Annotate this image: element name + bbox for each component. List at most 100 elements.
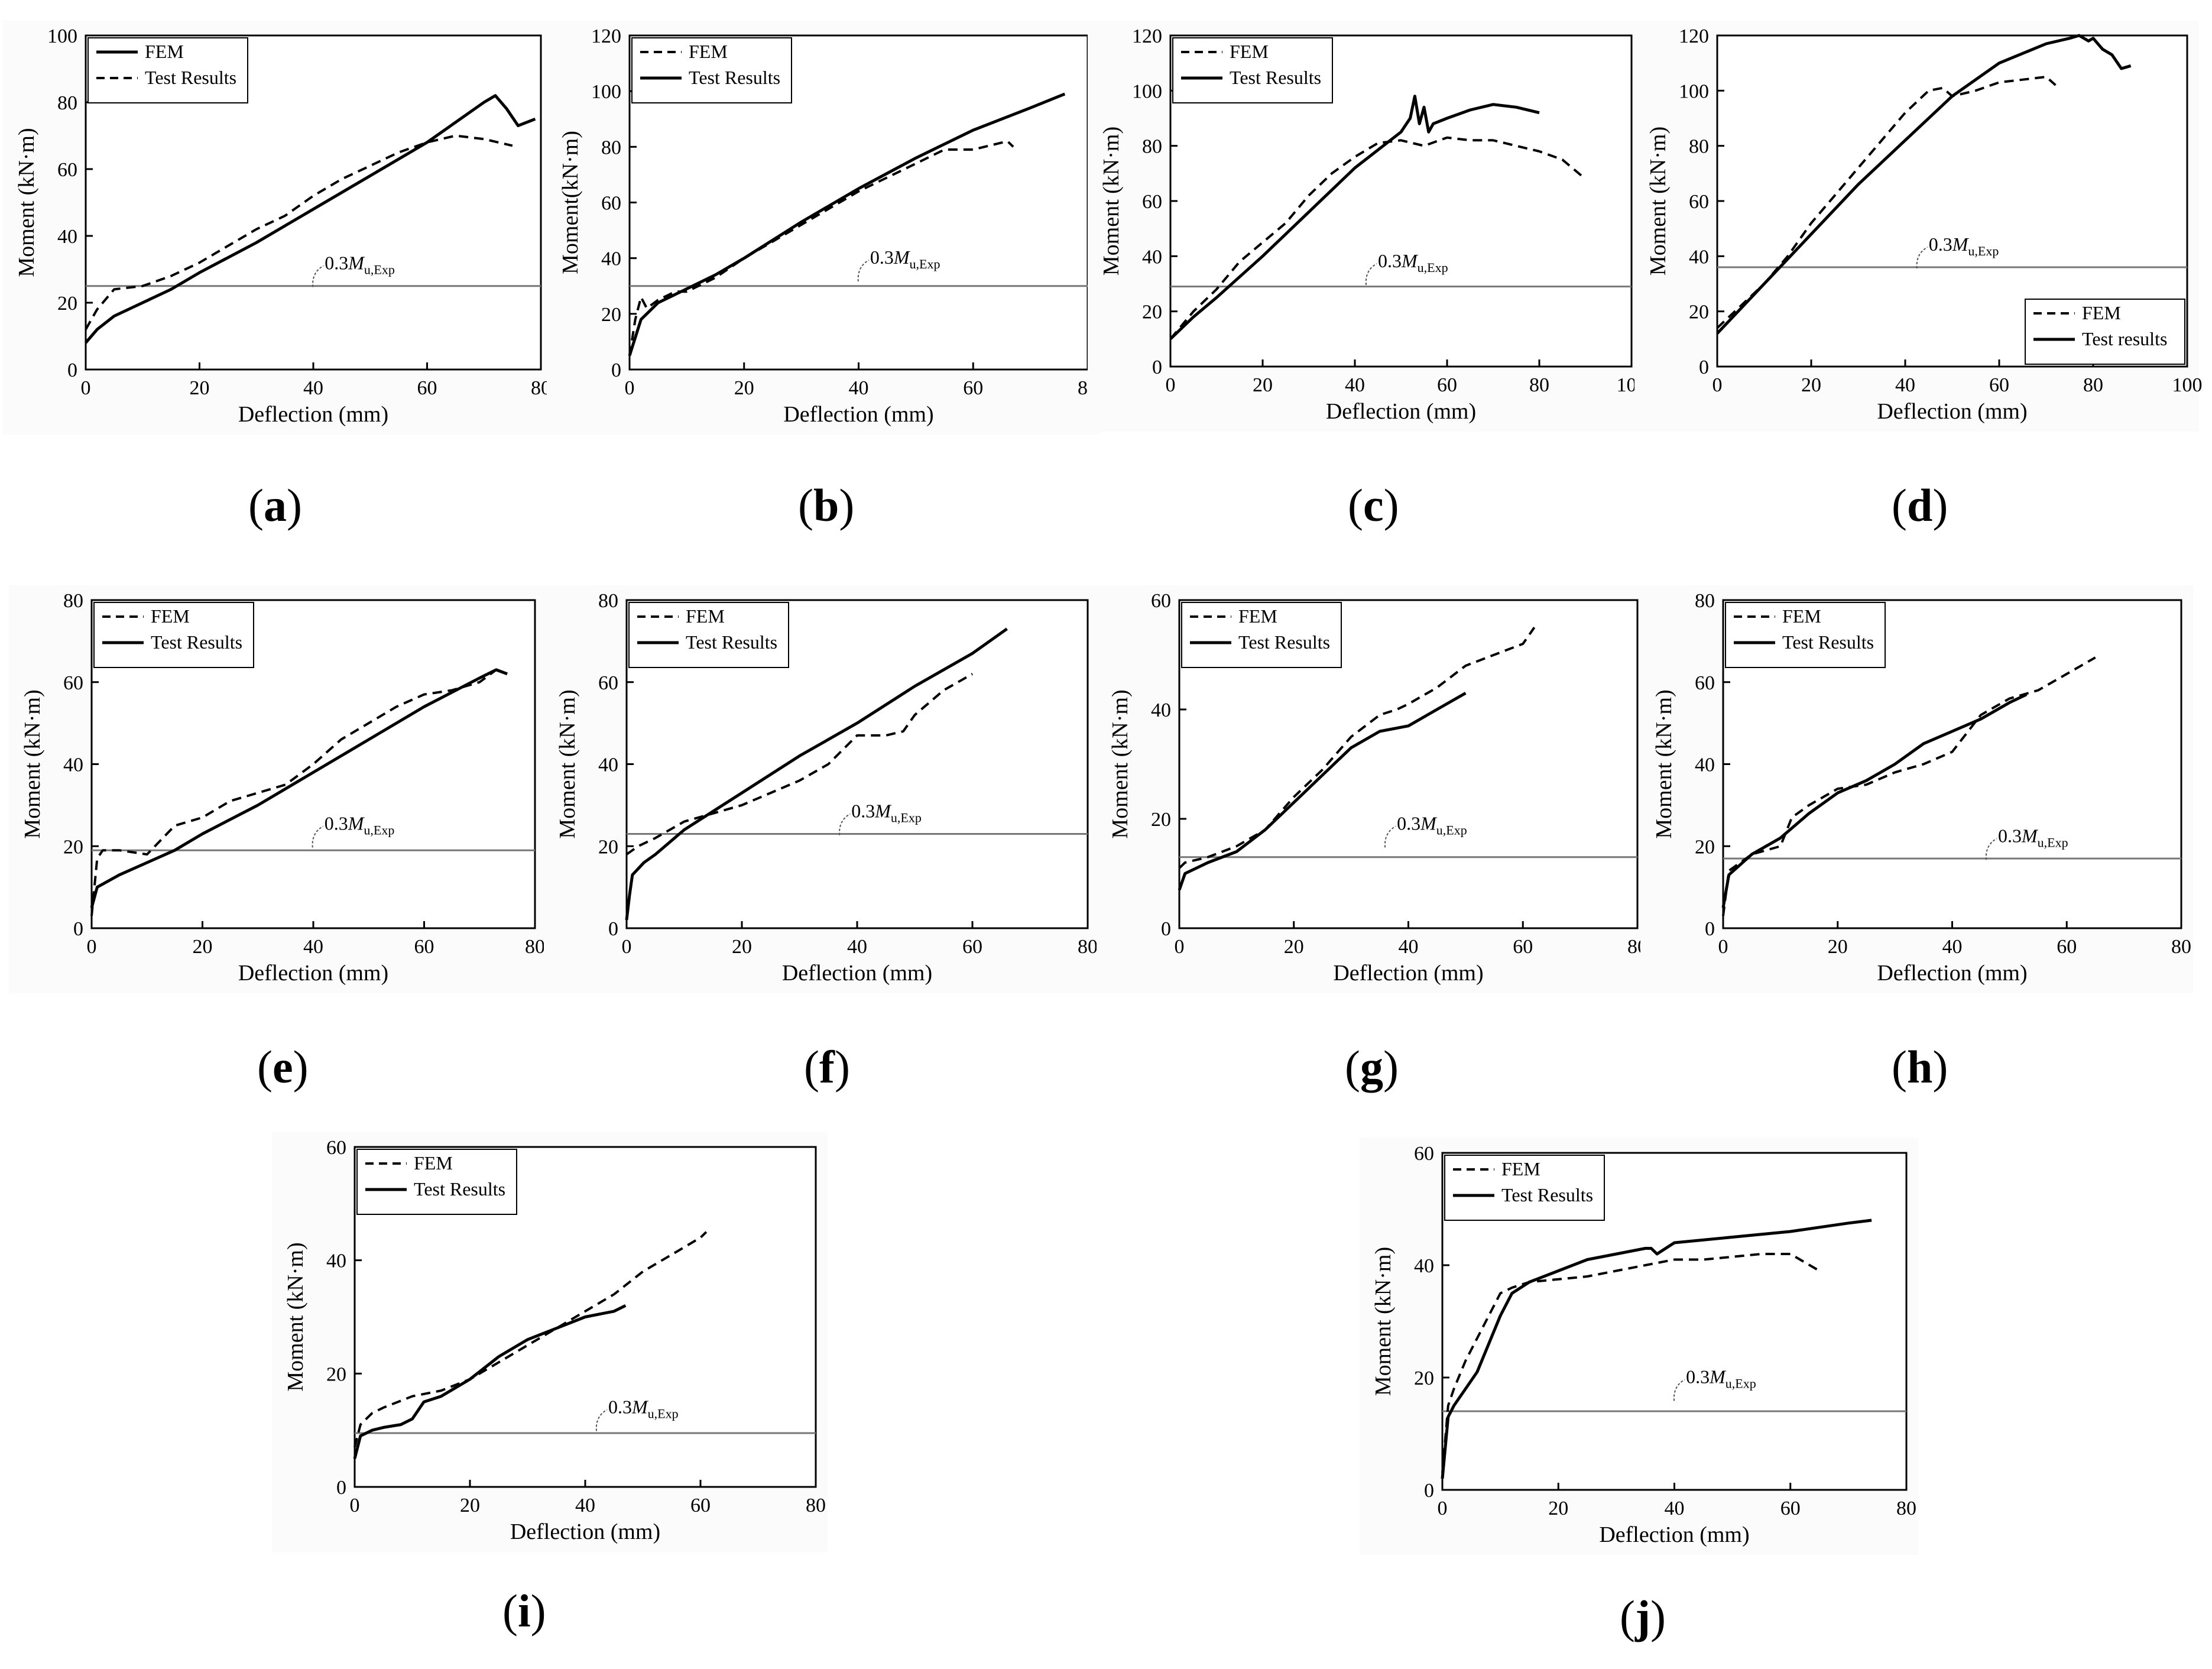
y-axis-label: Moment (kN·m) [1099,127,1124,276]
y-axis-label: Moment (kN·m) [283,1242,308,1391]
x-tick-label: 40 [303,936,323,958]
y-tick-label: 80 [1689,136,1709,158]
y-tick-label: 20 [1689,302,1709,323]
legend-box [87,37,248,103]
y-tick-label: 0 [336,1477,346,1499]
x-axis-label: Deflection (mm) [1877,399,2027,424]
y-tick-label: 40 [326,1250,346,1272]
y-tick-label: 20 [598,836,618,858]
y-axis-label: Moment(kN·m) [558,131,583,274]
series-line-test-results [1169,95,1540,341]
x-tick-label: 60 [962,936,982,958]
y-tick-label: 40 [1695,754,1715,776]
x-tick-label: 40 [1399,936,1419,958]
series-line-fem [1441,1253,1820,1473]
legend-box [1172,37,1333,103]
y-tick-label: 20 [57,293,77,315]
x-tick-label: 20 [1253,374,1273,396]
y-tick-label: 0 [608,918,618,940]
legend-label: Test Results [1782,631,1874,653]
y-tick-label: 80 [57,92,77,114]
y-axis-label: Moment (kN·m) [1646,127,1671,276]
y-tick-label: 40 [1414,1255,1434,1277]
x-tick-label: 20 [732,936,752,958]
x-tick-label: 0 [625,377,635,399]
y-tick-label: 60 [63,672,83,694]
y-tick-label: 60 [1695,672,1715,694]
plot-frame [1716,34,2188,368]
y-tick-label: 0 [73,918,83,940]
legend: FEM Test Results [1725,602,1886,668]
legend: FEM Test Results [1172,37,1333,103]
y-tick-label: 0 [1161,918,1171,940]
legend-label: FEM [151,605,190,627]
y-tick-label: 20 [1142,302,1162,323]
caption-i: (i) [502,1585,546,1636]
x-axis-label: Deflection (mm) [238,402,388,427]
legend-label: Test Results [689,67,780,88]
caption-b: (b) [798,479,855,531]
x-tick-label: 100 [2172,374,2203,396]
annotation-label: 0.3Mu,Exp [1998,825,2068,850]
x-axis-label: Deflection (mm) [510,1519,660,1544]
annotation-label: 0.3Mu,Exp [608,1396,679,1421]
annotation-label: 0.3Mu,Exp [851,801,922,825]
annotation-label: 0.3Mu,Exp [1397,813,1467,838]
y-tick-label: 60 [598,672,618,694]
x-tick-label: 40 [847,936,867,958]
annotation-pointer [857,260,870,282]
legend-label: Test Results [145,67,236,88]
legend-label: FEM [686,605,725,627]
x-tick-label: 0 [87,936,97,958]
y-tick-label: 60 [326,1137,346,1159]
series-line-test-results [1178,692,1467,891]
legend-box [356,1149,517,1215]
annotation-pointer [1916,247,1928,269]
series-line-fem [85,94,536,344]
y-axis-label: Moment (kN·m) [1108,689,1133,838]
y-tick-label: 20 [1414,1367,1434,1389]
legend: FEM Test Results [1181,602,1342,668]
legend: FEM Test Results [87,37,248,103]
x-tick-label: 20 [734,377,754,399]
x-tick-label: 0 [1718,936,1728,958]
annotation-label: 0.3Mu,Exp [1686,1366,1756,1391]
y-axis-label: Moment (kN·m) [14,128,39,277]
y-tick-label: 0 [1152,357,1162,378]
annotation-pointer [1985,838,1997,860]
annotation-pointer [839,813,851,835]
legend-box [631,37,792,103]
legend-label: Test Results [151,631,242,653]
legend-box [628,602,789,668]
annotation-pointer [1384,825,1396,848]
caption-c: (c) [1348,479,1399,531]
x-tick-label: 0 [1712,374,1723,396]
x-tick-label: 0 [350,1495,360,1516]
x-axis-label: Deflection (mm) [782,961,932,986]
annotation-label: 0.3Mu,Exp [1378,250,1448,275]
x-tick-label: 40 [303,377,323,399]
legend-box [93,602,254,668]
x-tick-label: 0 [81,377,91,399]
legend: FEM Test Results [1444,1155,1605,1221]
x-tick-label: 40 [1345,374,1365,396]
annotation-pointer [1673,1379,1685,1401]
annotation-pointer [312,825,324,848]
legend-label: Test Results [1238,631,1330,653]
legend-label: FEM [1501,1158,1540,1179]
y-tick-label: 60 [1689,191,1709,213]
legend-label: FEM [1238,605,1277,627]
series-line-fem [625,673,973,855]
y-tick-label: 20 [1151,809,1171,831]
y-tick-label: 0 [1705,918,1715,940]
legend-box [1725,602,1886,668]
caption-d: (d) [1892,479,1948,531]
y-tick-label: 60 [1142,191,1162,213]
x-tick-label: 80 [1896,1498,1916,1519]
annotation-label: 0.3Mu,Exp [325,252,395,277]
y-axis-label: Moment (kN·m) [555,689,580,838]
y-tick-label: 40 [598,754,618,776]
